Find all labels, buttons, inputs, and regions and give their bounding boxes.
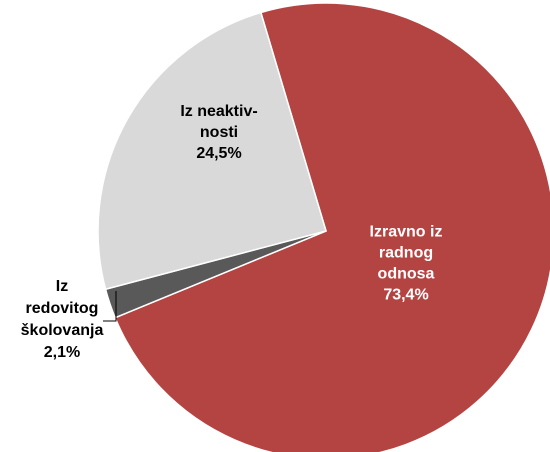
slice-category-label: nosti	[200, 124, 238, 141]
slice-labels: Izravno iz radnog odnosa 73,4% Iz redovitog šk…	[21, 103, 443, 361]
slice-label-1: Iz redovitog školovanja 2,1%	[21, 278, 104, 361]
pie-slices	[97, 2, 550, 452]
slice-category-label: Iz	[56, 278, 68, 295]
leader-line-1	[103, 291, 117, 322]
slice-category-label: radnog	[379, 245, 433, 262]
slice-label-0: Izravno iz radnog odnosa 73,4%	[370, 224, 443, 304]
slice-value-label: 2,1%	[44, 344, 80, 361]
pie-slice-2	[97, 11, 327, 291]
slice-category-label: Izravno iz	[370, 224, 443, 241]
pie-slice-0	[114, 2, 550, 452]
slice-category-label: Iz neaktiv-	[180, 103, 257, 120]
slice-category-label: školovanja	[21, 322, 104, 339]
leader-lines	[103, 291, 117, 322]
slice-category-label: redovitog	[26, 300, 99, 317]
slice-category-label: odnosa	[378, 266, 435, 283]
slice-value-label: 73,4%	[383, 287, 428, 304]
slice-value-label: 24,5%	[196, 145, 241, 162]
slice-label-2: Iz neaktiv-nosti 24,5%	[180, 103, 257, 162]
